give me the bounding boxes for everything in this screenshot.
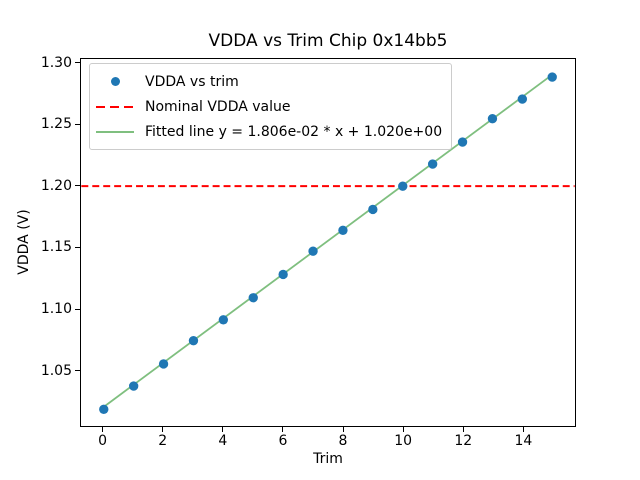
- legend-label: Fitted line y = 1.806e-02 * x + 1.020e+0…: [145, 123, 443, 140]
- x-tick-label: 6: [278, 433, 288, 449]
- data-point: [278, 269, 288, 280]
- data-point: [338, 225, 348, 235]
- scatter-marker-icon: [110, 77, 120, 86]
- solid-line-icon: [96, 130, 134, 133]
- x-tick-mark: [102, 427, 104, 432]
- data-point: [368, 204, 378, 215]
- legend-label: Nominal VDDA value: [145, 98, 291, 115]
- legend-label: VDDA vs trim: [145, 73, 239, 90]
- data-point: [218, 315, 229, 325]
- x-tick-label: 8: [338, 433, 348, 449]
- y-tick-mark: [75, 308, 80, 310]
- data-point: [128, 381, 139, 391]
- x-tick-label: 4: [218, 433, 228, 449]
- x-tick-mark: [282, 427, 284, 432]
- y-tick-mark: [75, 246, 80, 248]
- x-tick-mark: [522, 427, 524, 432]
- data-point: [248, 293, 258, 303]
- data-point: [457, 137, 468, 147]
- data-point: [188, 335, 199, 346]
- y-tick-mark: [75, 185, 80, 187]
- y-tick-mark: [75, 62, 80, 64]
- y-tick-label: 1.20: [40, 177, 72, 194]
- legend-item: Nominal VDDA value: [96, 94, 442, 119]
- data-point: [487, 114, 498, 124]
- x-tick-label: 14: [514, 433, 533, 449]
- data-point: [99, 404, 109, 414]
- chart-title: VDDA vs Trim Chip 0x14bb5: [208, 31, 448, 51]
- data-point: [398, 181, 408, 191]
- x-axis-label: Trim: [313, 451, 343, 467]
- data-point: [517, 94, 528, 104]
- data-point: [158, 359, 169, 369]
- data-point: [427, 159, 438, 169]
- x-tick-mark: [162, 427, 164, 432]
- x-tick-label: 0: [98, 433, 107, 449]
- x-tick-mark: [402, 427, 404, 432]
- x-tick-label: 10: [394, 433, 413, 449]
- legend-item: Fitted line y = 1.806e-02 * x + 1.020e+0…: [96, 119, 442, 144]
- y-tick-label: 1.25: [40, 116, 72, 133]
- x-tick-label: 12: [454, 433, 473, 449]
- y-tick-mark: [75, 123, 80, 125]
- x-tick-mark: [462, 427, 464, 432]
- y-tick-label: 1.15: [40, 239, 72, 256]
- x-tick-mark: [222, 427, 224, 432]
- y-tick-label: 1.10: [40, 301, 72, 318]
- x-tick-mark: [342, 427, 344, 432]
- y-tick-mark: [75, 370, 80, 372]
- legend: VDDA vs trim Nominal VDDA value Fitted lin…: [89, 63, 453, 150]
- fitted-line: [103, 73, 553, 408]
- plot-canvas: [81, 72, 575, 414]
- data-point: [547, 72, 557, 82]
- legend-item: VDDA vs trim: [96, 69, 442, 94]
- y-tick-label: 1.05: [40, 362, 72, 379]
- x-tick-label: 2: [158, 433, 168, 449]
- plot-area: VDDA vs trim Nominal VDDA value Fitted lin…: [80, 58, 576, 427]
- data-point: [308, 246, 318, 256]
- dashed-line-icon: [96, 105, 134, 108]
- y-tick-label: 1.30: [40, 54, 72, 71]
